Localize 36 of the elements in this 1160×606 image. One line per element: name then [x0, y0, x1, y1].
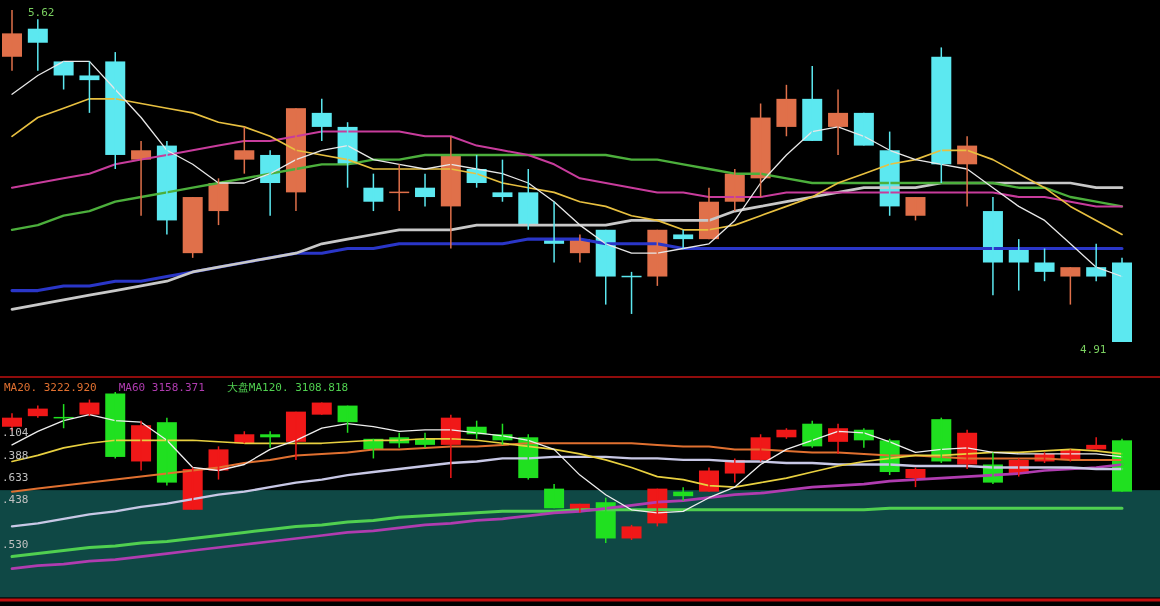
candlestick: [518, 168, 539, 231]
annotation: 5.62: [28, 6, 55, 19]
candlestick: [260, 430, 281, 449]
text: MA60 3158.371: [118, 381, 205, 394]
candlestick: [492, 158, 513, 203]
candlestick: [931, 46, 952, 184]
candlestick: [52, 403, 75, 429]
text: 4.91: [1080, 343, 1107, 356]
candlestick: [905, 196, 926, 222]
candlestick: [905, 466, 926, 488]
candlestick: [388, 163, 410, 212]
candlestick: [776, 84, 797, 137]
candlestick: [750, 102, 771, 198]
candlestick: [79, 60, 100, 114]
candlestick: [363, 172, 384, 212]
candlestick: [311, 98, 332, 142]
candlestick: [208, 177, 229, 226]
candlestick: [828, 88, 849, 156]
annotation: .104: [2, 426, 29, 439]
candlestick: [105, 51, 126, 170]
candlestick: [234, 126, 255, 175]
candlestick: [1034, 247, 1055, 282]
text: MA20. 3222.920: [4, 381, 97, 394]
candlestick: [337, 404, 358, 434]
annotation: .633: [2, 471, 29, 484]
annotation: .438: [2, 493, 29, 506]
candlestick: [105, 391, 126, 460]
candlestick: [620, 271, 643, 315]
candlestick: [182, 196, 203, 259]
candlestick: [1060, 266, 1081, 306]
candlestick: [673, 229, 694, 250]
annotation: .530: [2, 538, 29, 551]
candlestick: [27, 18, 48, 72]
candlestick: [2, 9, 22, 72]
annotation: .388: [2, 449, 29, 462]
text: 大盘MA120. 3108.818: [226, 381, 349, 394]
